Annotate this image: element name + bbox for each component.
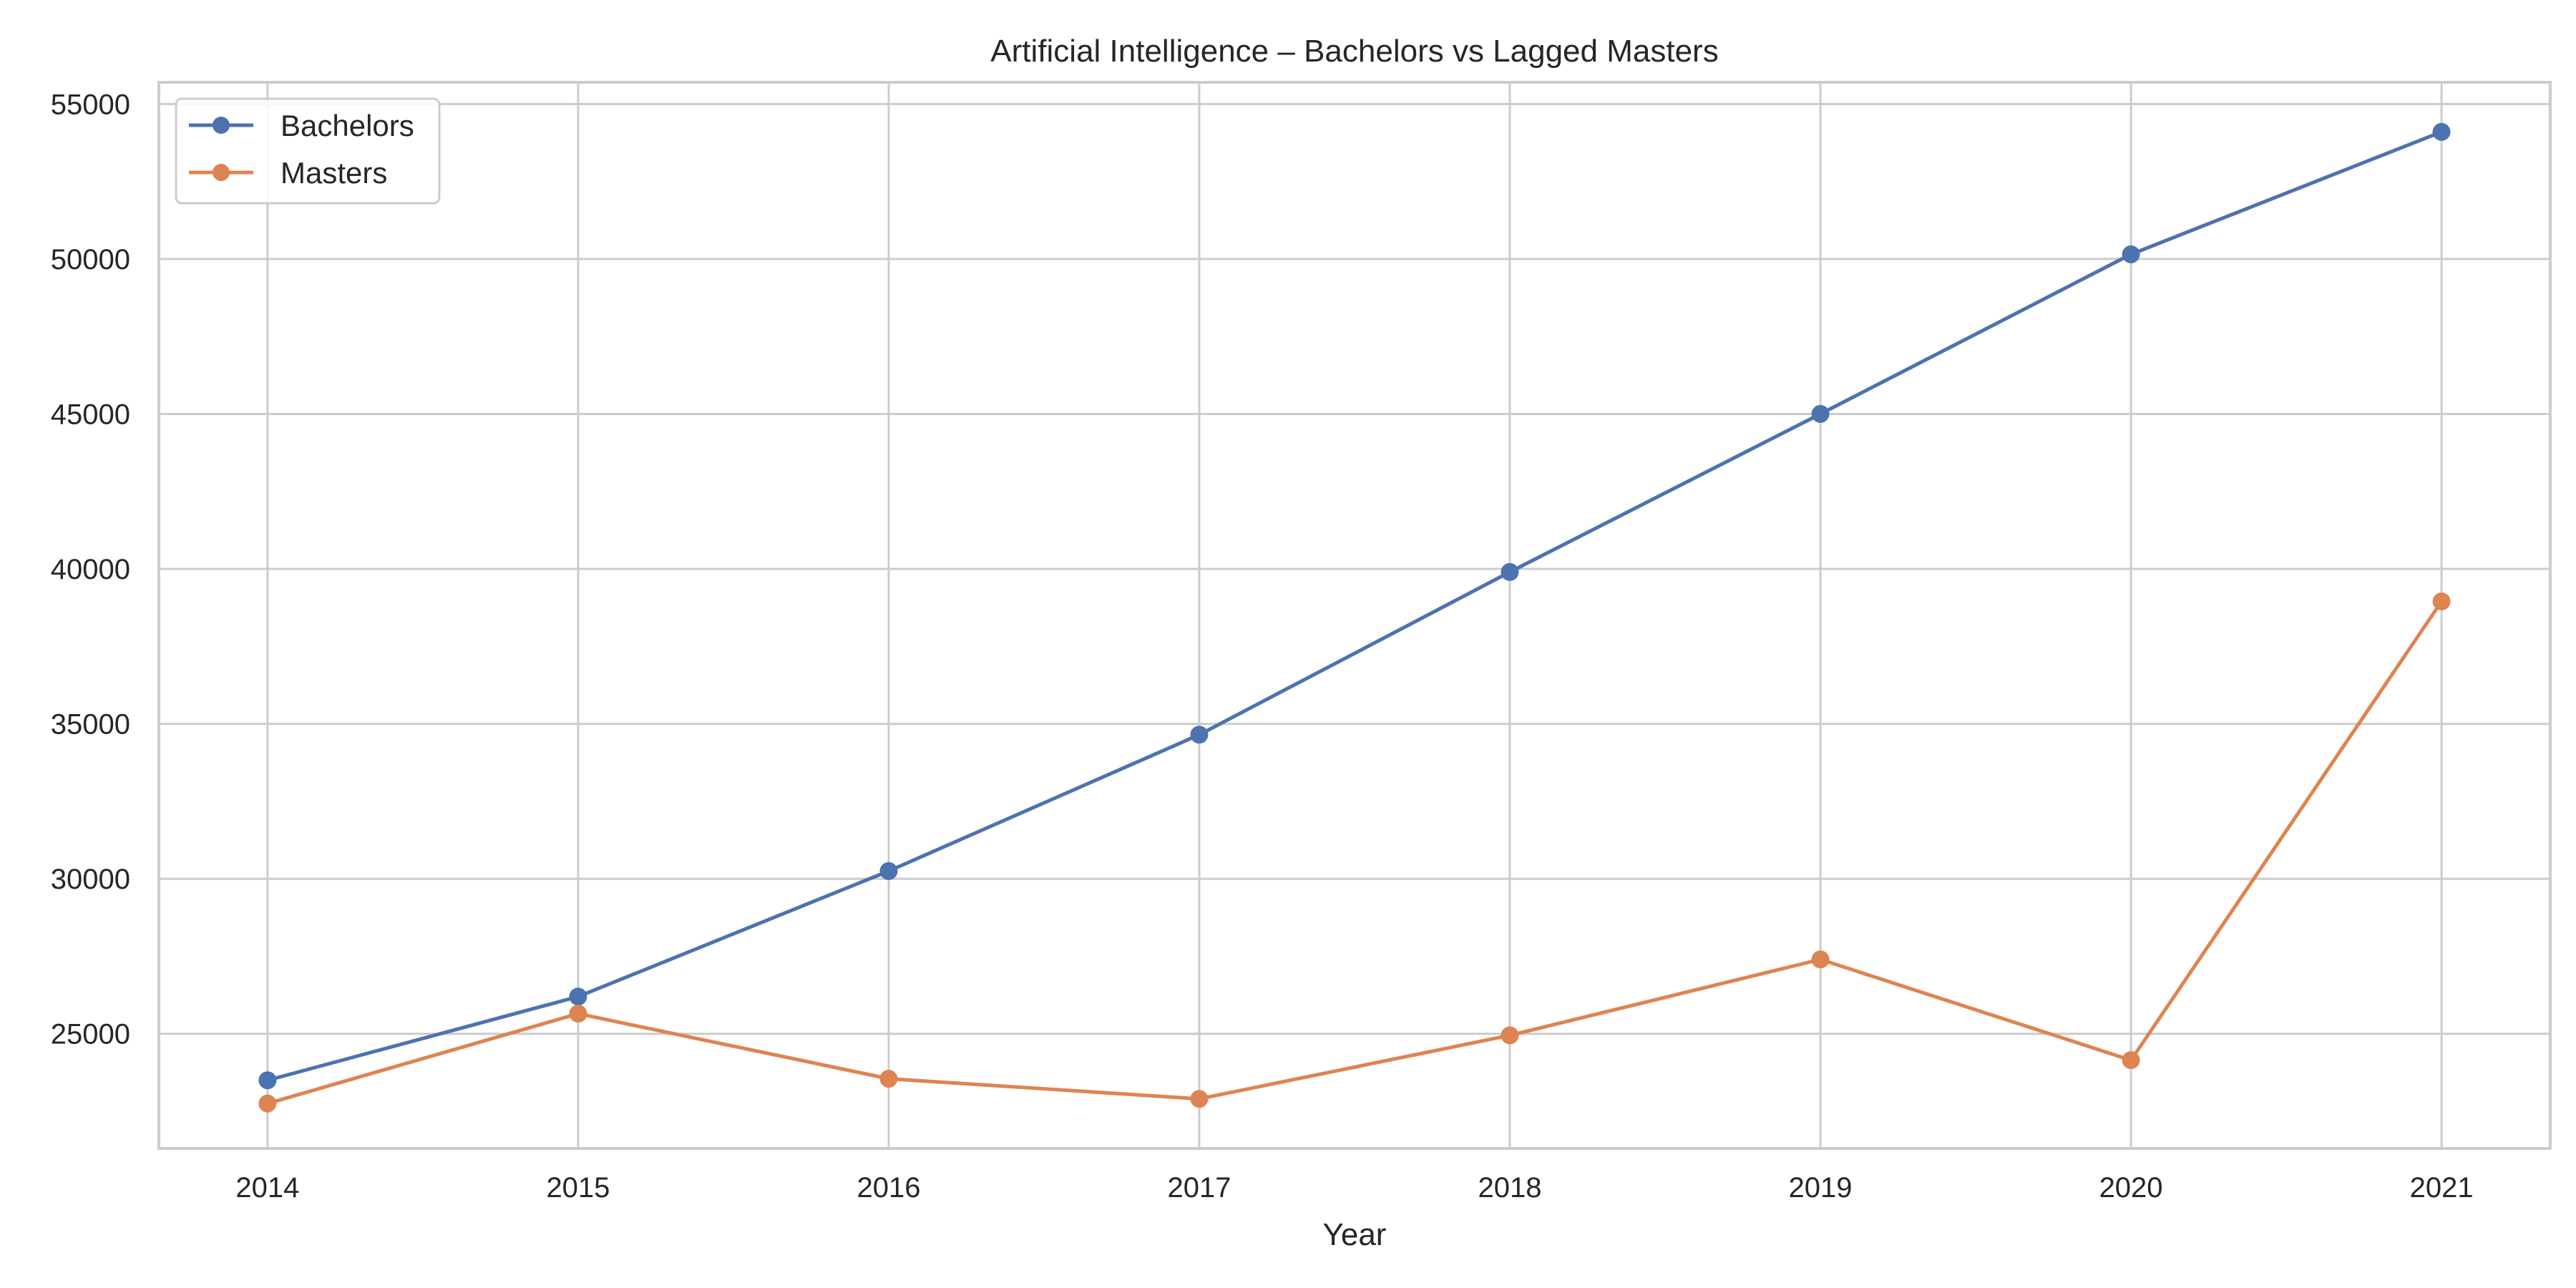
data-point-masters bbox=[879, 1070, 898, 1088]
legend-label-bachelors: Bachelors bbox=[280, 109, 414, 142]
data-point-bachelors bbox=[879, 862, 898, 880]
y-tick-label: 40000 bbox=[51, 554, 130, 585]
legend-marker-masters bbox=[213, 164, 230, 181]
data-point-bachelors bbox=[1501, 562, 1519, 581]
axes-frame bbox=[157, 81, 2552, 1150]
series-masters bbox=[258, 592, 2451, 1113]
chart-title: Artificial Intelligence – Bachelors vs L… bbox=[990, 34, 1718, 69]
x-tick-label: 2018 bbox=[1478, 1172, 1542, 1204]
x-axis-label: Year bbox=[1323, 1217, 1387, 1252]
data-point-bachelors bbox=[2432, 122, 2451, 141]
series-line-masters bbox=[265, 600, 2444, 1106]
y-tick-label: 25000 bbox=[51, 1019, 130, 1050]
series-line-bachelors bbox=[265, 130, 2444, 1083]
data-point-bachelors bbox=[1811, 404, 1830, 423]
y-tick-label: 35000 bbox=[51, 709, 130, 741]
x-tick-label: 2020 bbox=[2099, 1172, 2163, 1204]
data-point-masters bbox=[1190, 1090, 1209, 1108]
data-point-masters bbox=[2432, 592, 2451, 611]
data-point-bachelors bbox=[1190, 726, 1209, 744]
y-tick-label: 30000 bbox=[51, 864, 130, 895]
legend: Bachelors Masters bbox=[175, 97, 441, 205]
tick-labels: 2014 2015 2016 2017 2018 2019 2020 2021 25000 300… bbox=[51, 89, 2474, 1204]
data-point-masters bbox=[258, 1094, 277, 1113]
x-tick-label: 2017 bbox=[1167, 1172, 1231, 1204]
data-point-masters bbox=[1501, 1026, 1519, 1045]
legend-label-masters: Masters bbox=[280, 156, 387, 190]
grid bbox=[159, 82, 2550, 1148]
data-point-bachelors bbox=[569, 987, 587, 1006]
x-tick-label: 2015 bbox=[546, 1172, 610, 1204]
series-bachelors bbox=[258, 122, 2451, 1090]
data-point-masters bbox=[1811, 950, 1830, 969]
y-tick-label: 55000 bbox=[51, 89, 130, 120]
data-point-masters bbox=[569, 1005, 587, 1023]
data-point-bachelors bbox=[258, 1071, 277, 1090]
x-tick-label: 2021 bbox=[2410, 1172, 2474, 1204]
y-tick-label: 50000 bbox=[51, 244, 130, 275]
data-point-masters bbox=[2122, 1051, 2140, 1070]
y-tick-label: 45000 bbox=[51, 399, 130, 430]
legend-marker-bachelors bbox=[213, 117, 230, 134]
x-tick-label: 2019 bbox=[1789, 1172, 1853, 1204]
data-point-bachelors bbox=[2122, 245, 2140, 263]
x-tick-label: 2016 bbox=[857, 1172, 920, 1204]
x-tick-label: 2014 bbox=[235, 1172, 299, 1204]
series-layer bbox=[258, 122, 2451, 1113]
